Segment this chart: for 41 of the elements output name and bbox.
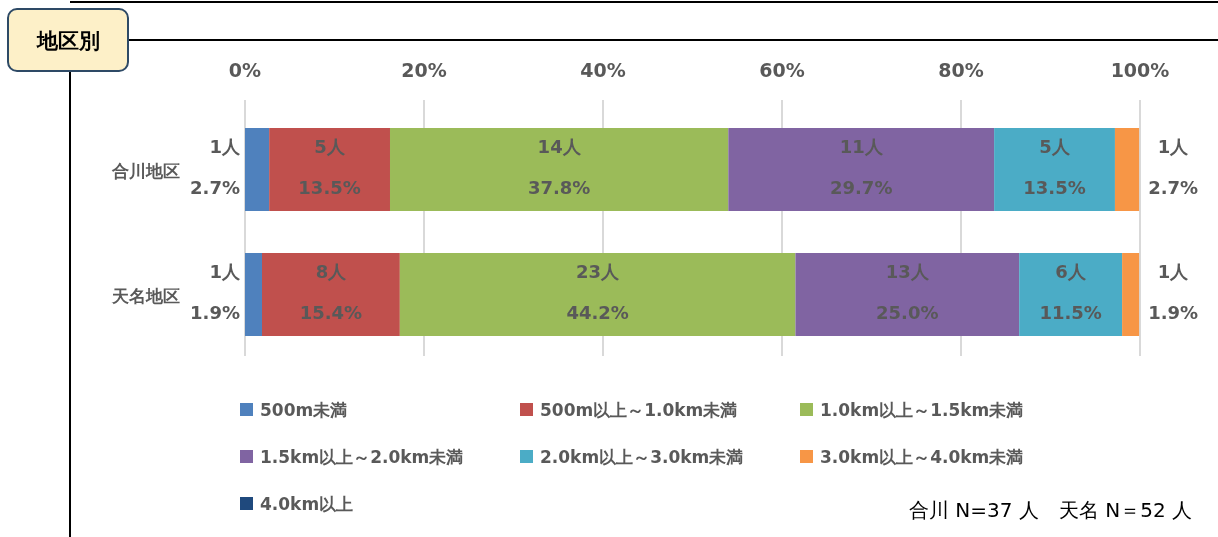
x-tick-label: 40% bbox=[580, 59, 626, 81]
bar bbox=[994, 128, 1115, 211]
bar bbox=[245, 253, 263, 336]
bar bbox=[795, 253, 1020, 336]
data-label: 8人 15.4% bbox=[299, 261, 363, 323]
y-tick-label: 天名地区 bbox=[111, 285, 180, 306]
data-label: 6人 11.5% bbox=[1039, 261, 1102, 323]
legend-label: 1.5km以上～2.0km未満 bbox=[260, 447, 464, 467]
text: 合川 N=37 人 天名 N＝52 人 bbox=[908, 498, 1192, 522]
legend-label: 1.0km以上～1.5km未満 bbox=[820, 400, 1024, 420]
x-tick-label: 100% bbox=[1110, 59, 1170, 81]
x-tick-label: 80% bbox=[938, 59, 984, 81]
data-label: 1人 1.9% bbox=[1148, 261, 1199, 323]
legend-label: 3.0km以上～4.0km未満 bbox=[820, 447, 1024, 467]
data-label: 5人 13.5% bbox=[1023, 136, 1086, 198]
x-tick-label: 60% bbox=[759, 59, 805, 81]
bar bbox=[1114, 128, 1140, 211]
text: 地区別 bbox=[35, 29, 100, 53]
x-tick-label: 20% bbox=[401, 59, 447, 81]
data-label: 11人 29.7% bbox=[829, 136, 893, 198]
bar bbox=[399, 253, 796, 336]
legend-label: 500m以上～1.0km未満 bbox=[540, 400, 738, 420]
legend-label: 2.0km以上～3.0km未満 bbox=[540, 447, 744, 467]
data-label: 1人 2.7% bbox=[1148, 136, 1199, 198]
y-tick-label: 合川地区 bbox=[111, 160, 180, 181]
data-label: 5人 13.5% bbox=[298, 136, 361, 198]
bar bbox=[245, 128, 270, 211]
bar bbox=[728, 128, 995, 211]
bar bbox=[1019, 253, 1123, 336]
data-label: 14人 37.8% bbox=[527, 136, 591, 198]
x-tick-label: 0% bbox=[228, 59, 262, 81]
legend-label: 500m未満 bbox=[260, 400, 348, 420]
data-label: 1人 2.7% bbox=[190, 136, 241, 198]
data-label: 23人 44.2% bbox=[566, 261, 629, 323]
data-label: 13人 25.0% bbox=[876, 261, 939, 323]
bar bbox=[389, 128, 729, 211]
bar bbox=[262, 253, 400, 336]
data-label: 1人 1.9% bbox=[190, 261, 241, 323]
bar bbox=[269, 128, 390, 211]
legend-label: 4.0km以上 bbox=[260, 494, 354, 514]
bar bbox=[1122, 253, 1140, 336]
